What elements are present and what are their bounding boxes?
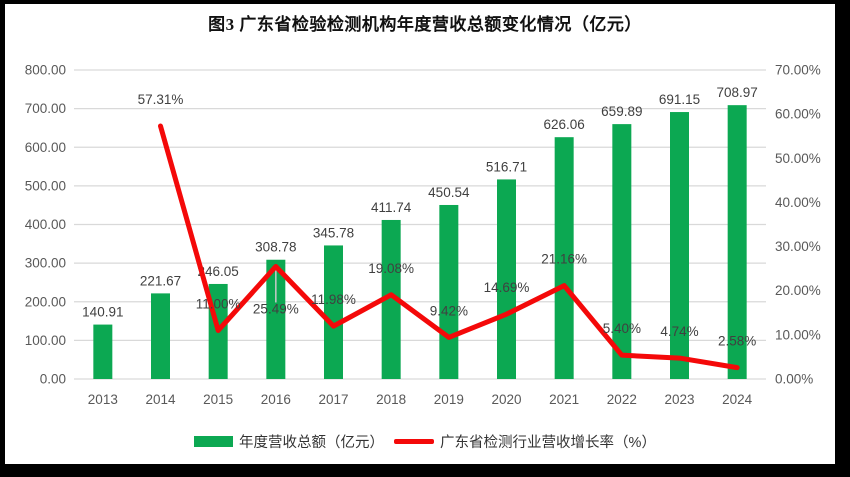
bar-series-swatch-icon xyxy=(194,436,234,447)
bar-value-label: 411.74 xyxy=(371,200,412,215)
x-axis-tick: 2018 xyxy=(376,392,406,407)
right-axis-tick: 20.00% xyxy=(775,283,821,298)
growth-rate-label: 4.74% xyxy=(660,324,698,339)
legend-item-revenue: 年度营收总额（亿元） xyxy=(194,431,384,452)
bar-value-label: 708.97 xyxy=(717,85,758,100)
growth-rate-label: 14.69% xyxy=(484,280,530,295)
x-axis-tick: 2014 xyxy=(145,392,176,407)
right-axis-tick: 30.00% xyxy=(775,239,821,254)
x-axis-tick: 2024 xyxy=(722,392,753,407)
left-axis-tick: 600.00 xyxy=(25,140,66,155)
right-axis-tick: 60.00% xyxy=(775,107,821,122)
bar-value-label: 308.78 xyxy=(255,240,296,255)
growth-rate-label: 19.08% xyxy=(368,261,414,276)
x-axis-tick: 2022 xyxy=(607,392,637,407)
growth-rate-label: 9.42% xyxy=(430,303,468,318)
x-axis-tick: 2020 xyxy=(491,392,521,407)
bar-value-label: 691.15 xyxy=(659,92,700,107)
bar-value-label: 659.89 xyxy=(601,104,642,119)
chart-panel xyxy=(5,4,835,464)
x-axis-tick: 2015 xyxy=(203,392,233,407)
left-axis-tick: 0.00 xyxy=(40,372,66,387)
right-axis-tick: 40.00% xyxy=(775,195,821,210)
bar-value-label: 345.78 xyxy=(313,225,354,240)
x-axis-tick: 2013 xyxy=(88,392,118,407)
right-axis-tick: 0.00% xyxy=(775,372,813,387)
revenue-bar xyxy=(439,204,459,379)
bar-value-label: 140.91 xyxy=(82,305,123,320)
left-axis-tick: 300.00 xyxy=(25,256,66,271)
x-axis-tick: 2016 xyxy=(261,392,291,407)
growth-rate-label: 21.16% xyxy=(541,252,587,267)
revenue-bar xyxy=(93,324,113,379)
revenue-bar xyxy=(670,112,689,380)
growth-rate-line xyxy=(158,123,740,371)
chart-title: 图3 广东省检验检测机构年度营收总额变化情况（亿元） xyxy=(208,15,642,34)
revenue-bar xyxy=(151,293,170,379)
bar-value-label: 221.67 xyxy=(140,273,181,288)
x-axis-tick: 2023 xyxy=(664,392,694,407)
left-axis-tick: 100.00 xyxy=(25,333,66,348)
revenue-bar xyxy=(554,137,574,379)
x-axis-tick: 2021 xyxy=(549,392,579,407)
left-axis-tick: 200.00 xyxy=(25,294,66,309)
growth-rate-label: 57.31% xyxy=(138,92,184,107)
revenue-bar xyxy=(266,259,286,379)
legend-label-growth-rate: 广东省检测行业营收增长率（%） xyxy=(440,435,656,451)
revenue-bar xyxy=(612,124,632,379)
left-axis-tick: 400.00 xyxy=(25,217,66,232)
bar-value-label: 516.71 xyxy=(486,159,527,174)
bar-value-label: 246.05 xyxy=(198,264,239,279)
revenue-bar xyxy=(497,179,516,379)
chart-legend: 年度营收总额（亿元） 广东省检测行业营收增长率（%） xyxy=(0,431,850,452)
growth-rate-label: 25.49% xyxy=(253,301,299,316)
left-axis-tick: 500.00 xyxy=(25,178,66,193)
legend-item-growth-rate: 广东省检测行业营收增长率（%） xyxy=(394,431,656,452)
right-axis-tick: 70.00% xyxy=(775,63,821,78)
growth-rate-label: 2.58% xyxy=(718,334,756,349)
revenue-bar xyxy=(381,219,401,379)
right-axis-tick: 50.00% xyxy=(775,151,821,166)
legend-label-revenue: 年度营收总额（亿元） xyxy=(239,435,385,451)
line-series-swatch-icon xyxy=(394,439,435,444)
right-axis-tick: 10.00% xyxy=(775,327,821,342)
revenue-bar xyxy=(324,245,343,379)
growth-rate-label: 5.40% xyxy=(603,321,641,336)
left-axis-tick: 700.00 xyxy=(25,101,66,116)
bar-value-label: 450.54 xyxy=(428,185,470,200)
x-axis-tick: 2017 xyxy=(318,392,348,407)
growth-rate-label: 11.00% xyxy=(196,296,241,311)
revenue-bar xyxy=(727,105,747,379)
x-axis-tick: 2019 xyxy=(434,392,464,407)
growth-rate-label: 11.98% xyxy=(311,292,356,307)
left-axis-tick: 800.00 xyxy=(25,63,66,78)
bar-value-label: 626.06 xyxy=(544,117,585,132)
